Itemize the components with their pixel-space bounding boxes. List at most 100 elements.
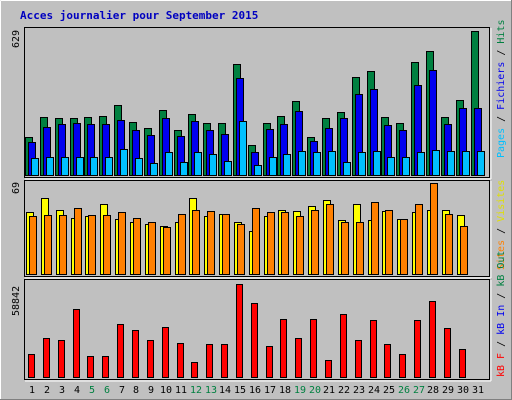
bar-kb-f-day-29: [444, 328, 451, 378]
legend-hits: Hits: [496, 20, 507, 44]
bar-pages-day-18: [283, 154, 291, 176]
bar-pages-day-14: [224, 161, 232, 176]
bar-pages-day-9: [150, 163, 158, 176]
bar-sites-day-2: [44, 215, 52, 275]
bar-kb-f-day-23: [355, 340, 362, 378]
bar-pages-day-25: [387, 157, 395, 176]
bar-pages-day-3: [61, 157, 69, 176]
bar-sites-day-22: [341, 222, 349, 275]
bar-sites-day-17: [267, 212, 275, 275]
bar-kb-f-day-25: [384, 344, 391, 378]
bar-sites-day-5: [88, 215, 96, 275]
bar-pages-day-12: [194, 152, 202, 176]
bar-kb-f-day-15: [236, 284, 243, 378]
bar-kb-f-day-19: [295, 338, 302, 378]
day-label-23: 23: [353, 385, 365, 396]
bar-sites-day-7: [118, 212, 126, 275]
bar-pages-day-22: [343, 162, 351, 176]
bar-pages-day-1: [31, 158, 39, 176]
middle-panel: [24, 180, 490, 277]
bar-pages-day-2: [46, 157, 54, 176]
bar-layer: [25, 31, 485, 378]
right-legend-bottom: kB F / kB In / kB Out: [496, 251, 507, 377]
top-panel: [24, 27, 490, 178]
bar-sites-day-26: [400, 219, 408, 275]
day-label-11: 11: [175, 385, 187, 396]
bar-sites-day-28: [430, 183, 438, 275]
bar-pages-day-11: [180, 162, 188, 176]
day-label-30: 30: [457, 385, 469, 396]
bar-sites-day-14: [222, 214, 230, 275]
bar-sites-day-13: [207, 211, 215, 275]
bar-kb-f-day-26: [399, 354, 406, 378]
legend-pages: Pages: [496, 128, 507, 158]
legend-kb-out: kB Out: [496, 251, 507, 287]
bar-sites-day-6: [103, 215, 111, 275]
day-label-25: 25: [383, 385, 395, 396]
bar-pages-day-20: [313, 152, 321, 176]
bar-pages-day-7: [120, 149, 128, 176]
bottom-axis-max-label: 58842: [11, 286, 22, 316]
bar-pages-day-13: [209, 154, 217, 176]
bar-pages-day-17: [269, 157, 277, 176]
top-axis-max-label: 629: [11, 30, 22, 48]
bar-sites-day-11: [178, 214, 186, 275]
bar-kb-f-day-5: [87, 356, 94, 378]
day-label-26: 26: [398, 385, 410, 396]
bar-kb-f-day-14: [221, 344, 228, 378]
bar-sites-day-30: [460, 226, 468, 275]
day-label-6: 6: [104, 385, 110, 396]
bar-kb-f-day-24: [370, 320, 377, 378]
middle-axis-max-label: 69: [11, 182, 22, 194]
bar-kb-f-day-13: [206, 344, 213, 378]
bar-kb-f-day-2: [43, 338, 50, 378]
bar-pages-day-28: [432, 150, 440, 176]
legend-sep-2: /: [496, 44, 507, 62]
bar-kb-f-day-4: [73, 309, 80, 378]
bar-kb-f-day-17: [266, 346, 273, 378]
bar-pages-day-30: [462, 151, 470, 176]
bar-pages-day-21: [328, 151, 336, 176]
day-label-5: 5: [89, 385, 95, 396]
legend-visites: Visites: [496, 180, 507, 222]
bar-pages-day-27: [417, 152, 425, 176]
bar-sites-day-25: [385, 210, 393, 275]
day-label-8: 8: [133, 385, 139, 396]
bar-pages-day-15: [239, 121, 247, 176]
legend-sep-3: /: [496, 222, 507, 240]
day-label-2: 2: [44, 385, 50, 396]
bar-sites-day-19: [296, 216, 304, 275]
day-label-12: 12: [190, 385, 202, 396]
day-label-10: 10: [160, 385, 172, 396]
bar-sites-day-24: [371, 202, 379, 275]
bar-kb-f-day-6: [102, 356, 109, 378]
legend-sep-5: /: [496, 287, 507, 305]
legend-sep-1: /: [496, 110, 507, 128]
bar-kb-f-day-9: [147, 340, 154, 378]
bar-pages-day-4: [76, 157, 84, 176]
bar-kb-f-day-1: [28, 354, 35, 378]
bar-sites-day-27: [415, 204, 423, 275]
bar-sites-day-20: [311, 210, 319, 275]
bar-kb-f-day-7: [117, 324, 124, 378]
day-label-24: 24: [368, 385, 380, 396]
bar-pages-day-23: [358, 152, 366, 176]
bar-pages-day-6: [105, 157, 113, 176]
bar-sites-day-8: [133, 218, 141, 275]
day-label-18: 18: [279, 385, 291, 396]
day-label-31: 31: [472, 385, 484, 396]
bar-kb-f-day-18: [280, 319, 287, 378]
bar-pages-day-24: [373, 151, 381, 176]
day-label-19: 19: [294, 385, 306, 396]
bar-kb-f-day-27: [414, 320, 421, 378]
bar-sites-day-18: [281, 212, 289, 275]
bar-pages-day-29: [447, 151, 455, 176]
day-label-27: 27: [413, 385, 425, 396]
bar-pages-day-26: [402, 157, 410, 176]
bar-pages-day-8: [135, 158, 143, 176]
day-label-15: 15: [234, 385, 246, 396]
bottom-panel: [24, 279, 490, 380]
right-legend-middle: Sites / Visites: [496, 180, 507, 270]
bar-kb-f-day-16: [251, 303, 258, 378]
bar-sites-day-21: [326, 204, 334, 275]
